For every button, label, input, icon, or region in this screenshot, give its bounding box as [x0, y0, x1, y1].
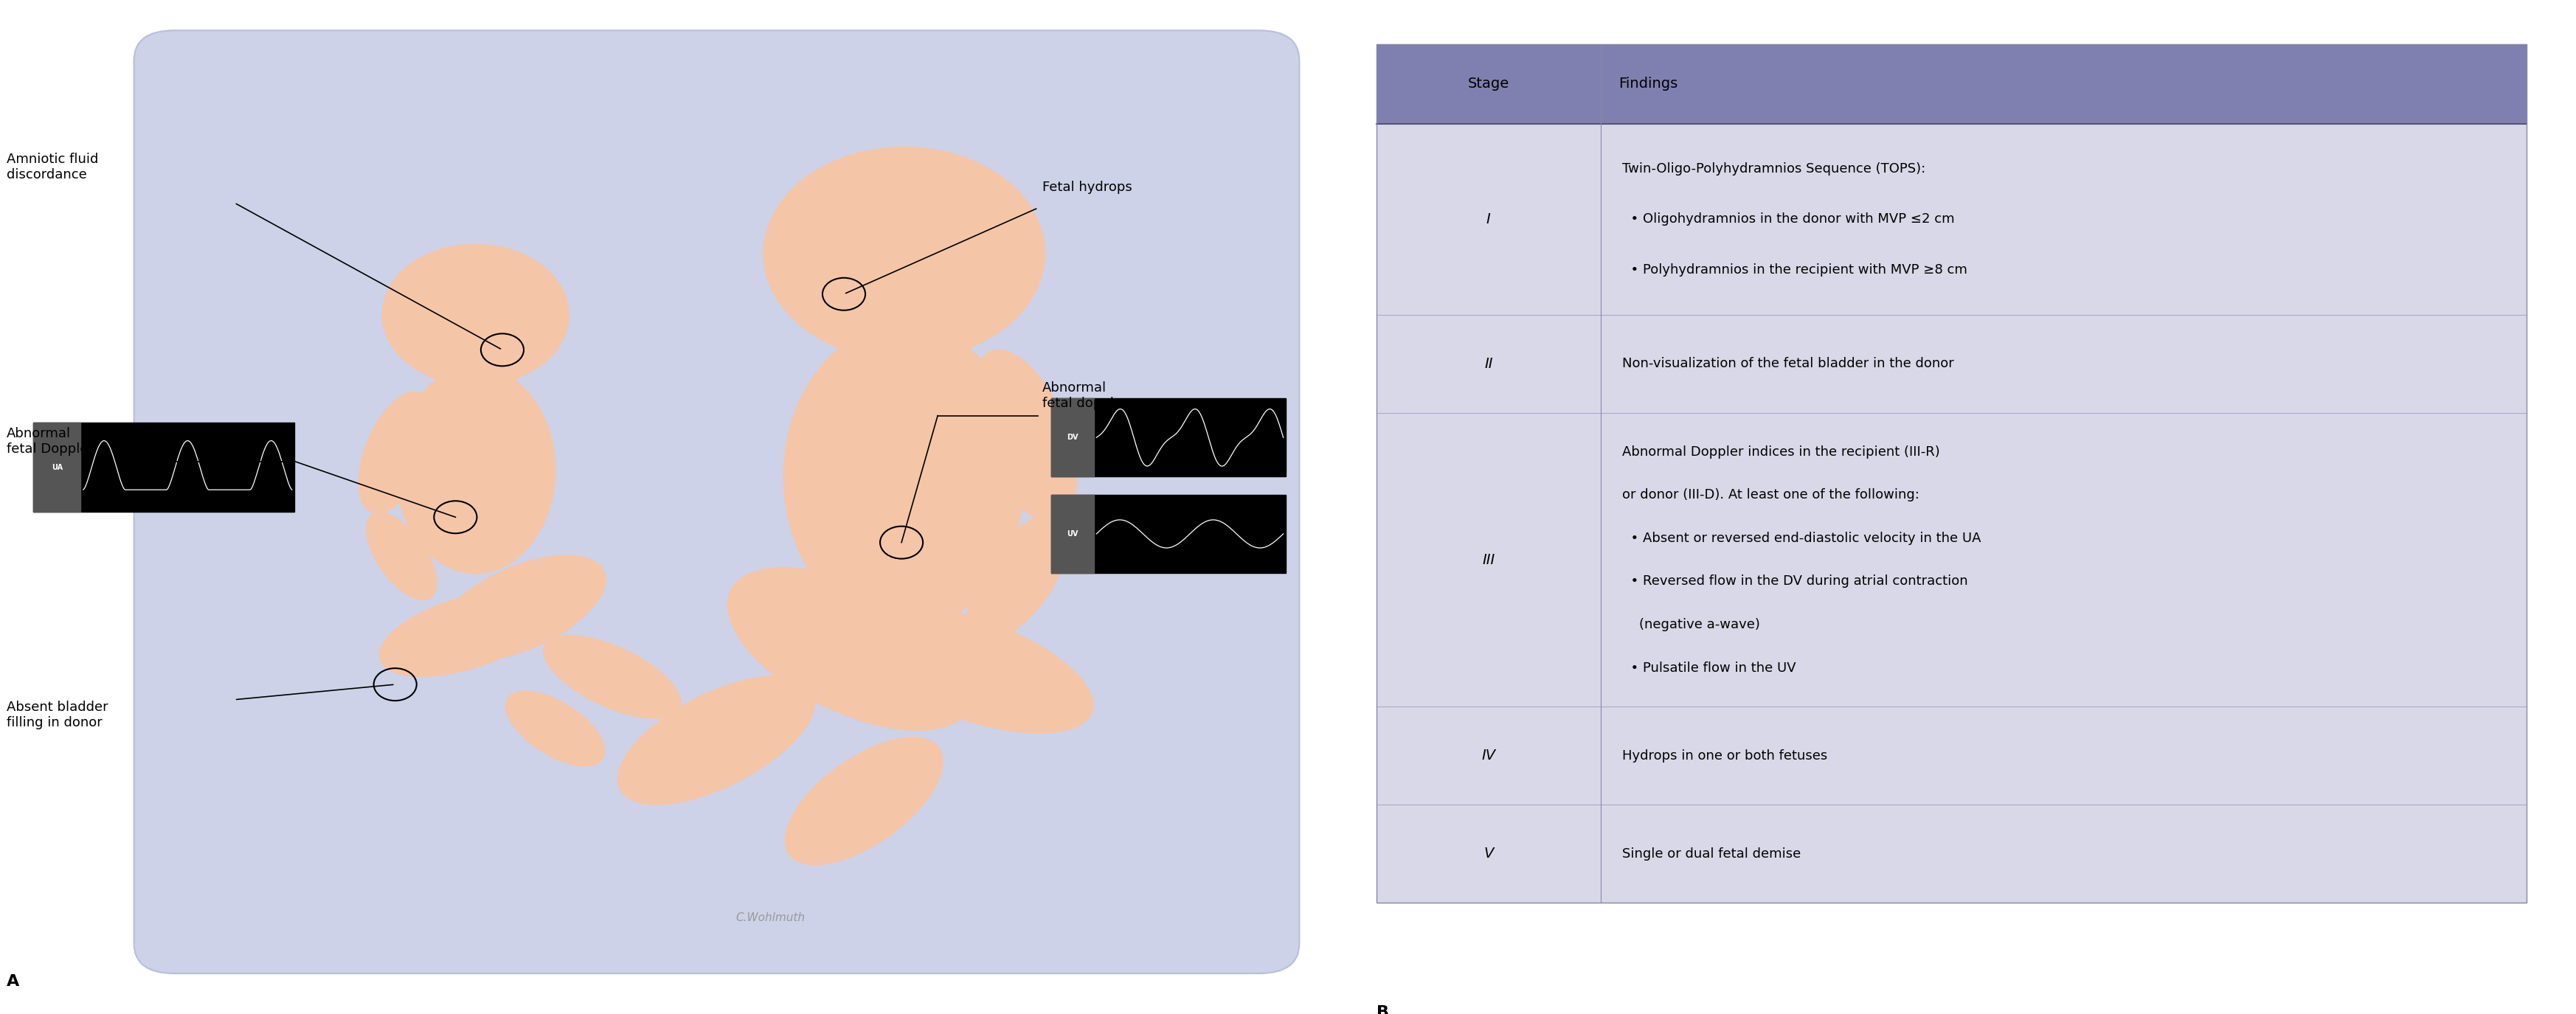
- Text: or donor (III-D). At least one of the following:: or donor (III-D). At least one of the fo…: [1623, 489, 1919, 502]
- Text: Findings: Findings: [1618, 77, 1677, 91]
- Text: Abnormal
fetal Doppler: Abnormal fetal Doppler: [8, 427, 93, 455]
- Ellipse shape: [379, 591, 549, 676]
- Text: DV: DV: [1066, 434, 1079, 441]
- Circle shape: [381, 244, 569, 385]
- Text: Abnormal Doppler indices in the recipient (III-R): Abnormal Doppler indices in the recipien…: [1623, 445, 1940, 458]
- Bar: [33, 423, 294, 512]
- Ellipse shape: [850, 605, 1092, 733]
- Ellipse shape: [505, 692, 605, 766]
- Text: UA: UA: [52, 463, 62, 472]
- Text: IV: IV: [1481, 748, 1497, 763]
- Ellipse shape: [974, 350, 1077, 522]
- Bar: [1051, 399, 1095, 477]
- Text: Hydrops in one or both fetuses: Hydrops in one or both fetuses: [1623, 749, 1826, 763]
- Text: (negative a-wave): (negative a-wave): [1623, 618, 1759, 632]
- FancyBboxPatch shape: [1376, 45, 2527, 124]
- Bar: [1051, 495, 1285, 573]
- FancyBboxPatch shape: [1376, 805, 2527, 902]
- Text: II: II: [1484, 357, 1492, 371]
- Ellipse shape: [435, 556, 605, 660]
- Ellipse shape: [726, 568, 974, 730]
- Text: III: III: [1481, 553, 1494, 567]
- Text: Non-visualization of the fetal bladder in the donor: Non-visualization of the fetal bladder i…: [1623, 357, 1955, 370]
- Text: Twin-Oligo-Polyhydramnios Sequence (TOPS):: Twin-Oligo-Polyhydramnios Sequence (TOPS…: [1623, 162, 1924, 175]
- Text: • Reversed flow in the DV during atrial contraction: • Reversed flow in the DV during atrial …: [1623, 575, 1968, 588]
- Text: UV: UV: [1066, 530, 1079, 537]
- Ellipse shape: [783, 324, 1025, 629]
- Ellipse shape: [544, 636, 680, 718]
- Bar: [1051, 495, 1095, 573]
- Text: • Polyhydramnios in the recipient with MVP ≥8 cm: • Polyhydramnios in the recipient with M…: [1623, 263, 1968, 276]
- Text: Amniotic fluid
discordance: Amniotic fluid discordance: [8, 153, 98, 182]
- FancyBboxPatch shape: [134, 30, 1298, 973]
- Text: • Pulsatile flow in the UV: • Pulsatile flow in the UV: [1623, 661, 1795, 674]
- Text: A: A: [8, 973, 21, 989]
- Bar: [1051, 399, 1285, 477]
- Text: Stage: Stage: [1468, 77, 1510, 91]
- Ellipse shape: [786, 737, 943, 865]
- FancyBboxPatch shape: [1376, 124, 2527, 315]
- Ellipse shape: [969, 515, 1069, 641]
- Ellipse shape: [358, 392, 433, 513]
- Text: Absent bladder
filling in donor: Absent bladder filling in donor: [8, 701, 108, 729]
- FancyBboxPatch shape: [1376, 315, 2527, 413]
- FancyBboxPatch shape: [1376, 707, 2527, 805]
- Text: C.Wohlmuth: C.Wohlmuth: [737, 913, 804, 923]
- Text: Abnormal
fetal doppler: Abnormal fetal doppler: [1043, 381, 1128, 410]
- Text: Fetal hydrops: Fetal hydrops: [1043, 180, 1131, 195]
- Circle shape: [762, 147, 1046, 360]
- Ellipse shape: [618, 676, 817, 804]
- Bar: [33, 423, 80, 512]
- Text: • Oligohydramnios in the donor with MVP ≤2 cm: • Oligohydramnios in the donor with MVP …: [1623, 213, 1955, 226]
- Text: B: B: [1376, 1005, 1388, 1014]
- FancyBboxPatch shape: [1376, 413, 2527, 707]
- Text: Single or dual fetal demise: Single or dual fetal demise: [1623, 847, 1801, 860]
- Text: • Absent or reversed end-diastolic velocity in the UA: • Absent or reversed end-diastolic veloc…: [1623, 531, 1981, 545]
- Ellipse shape: [397, 367, 556, 574]
- Text: I: I: [1486, 212, 1492, 226]
- Ellipse shape: [366, 512, 438, 600]
- Text: V: V: [1484, 847, 1494, 861]
